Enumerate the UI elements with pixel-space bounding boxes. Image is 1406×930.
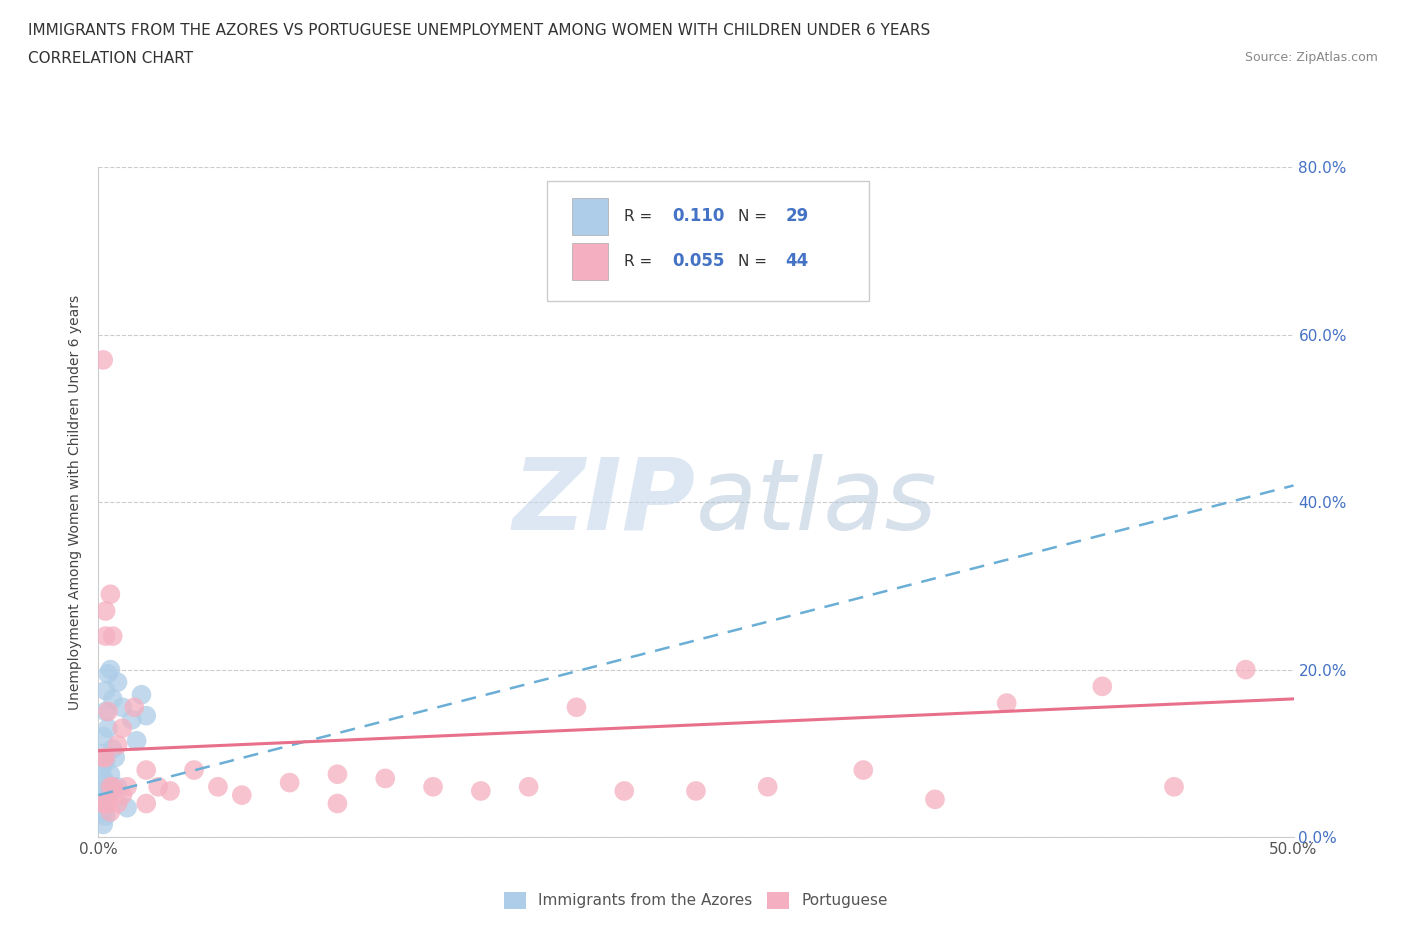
Point [98, 662, 122, 677]
Point [101, 692, 124, 707]
Point [104, 750, 127, 764]
Text: 0.110: 0.110 [672, 207, 724, 225]
Point [422, 779, 444, 794]
Point [94, 704, 117, 719]
Point [111, 700, 134, 715]
Point [135, 709, 157, 724]
Point [98, 766, 122, 781]
FancyBboxPatch shape [572, 243, 607, 280]
Point [613, 783, 636, 798]
Point [101, 629, 124, 644]
Text: Source: ZipAtlas.com: Source: ZipAtlas.com [1244, 51, 1378, 64]
Text: IMMIGRANTS FROM THE AZORES VS PORTUGUESE UNEMPLOYMENT AMONG WOMEN WITH CHILDREN : IMMIGRANTS FROM THE AZORES VS PORTUGUESE… [28, 23, 931, 38]
Point [121, 712, 143, 727]
Y-axis label: Unemployment Among Women with Children Under 6 years: Unemployment Among Women with Children U… [69, 295, 83, 710]
Text: 0.055: 0.055 [672, 252, 724, 270]
Text: CORRELATION CHART: CORRELATION CHART [28, 51, 193, 66]
FancyBboxPatch shape [547, 180, 869, 301]
Point [107, 675, 129, 690]
Point [98, 779, 122, 794]
Point [94, 776, 117, 790]
Point [995, 696, 1018, 711]
Point [91, 804, 114, 819]
Text: 29: 29 [786, 207, 808, 225]
Point [135, 763, 157, 777]
Text: R =: R = [624, 254, 658, 269]
Point [97, 721, 120, 736]
Point [148, 779, 170, 794]
Text: N =: N = [738, 208, 772, 224]
Point [91, 729, 114, 744]
Point [91, 750, 114, 764]
Point [94, 604, 117, 618]
Point [97, 788, 120, 803]
Point [101, 779, 124, 794]
Point [91, 771, 114, 786]
Point [94, 750, 117, 764]
Point [756, 779, 779, 794]
Point [1091, 679, 1114, 694]
Point [326, 796, 349, 811]
Point [685, 783, 707, 798]
Point [565, 700, 588, 715]
Point [326, 766, 349, 781]
Point [91, 759, 114, 774]
Point [91, 746, 114, 761]
Text: R =: R = [624, 208, 658, 224]
Point [231, 788, 253, 803]
Point [517, 779, 540, 794]
Point [131, 687, 153, 702]
Point [852, 763, 875, 777]
Point [98, 804, 122, 819]
Text: N =: N = [738, 254, 772, 269]
Point [107, 737, 129, 752]
Point [94, 629, 117, 644]
Point [94, 754, 117, 769]
Point [111, 788, 134, 803]
Point [97, 667, 120, 682]
FancyBboxPatch shape [572, 198, 607, 234]
Point [94, 796, 117, 811]
Point [124, 700, 146, 715]
Point [98, 587, 122, 602]
Point [1234, 662, 1257, 677]
Point [1163, 779, 1185, 794]
Point [470, 783, 492, 798]
Point [115, 800, 138, 815]
Text: atlas: atlas [696, 454, 938, 551]
Point [91, 783, 114, 798]
Point [183, 763, 205, 777]
Point [115, 779, 138, 794]
Point [111, 721, 134, 736]
Point [91, 796, 114, 811]
Point [207, 779, 229, 794]
Point [91, 817, 114, 832]
Point [135, 796, 157, 811]
Point [91, 352, 114, 367]
Legend: Immigrants from the Azores, Portuguese: Immigrants from the Azores, Portuguese [505, 892, 887, 910]
Point [97, 796, 120, 811]
Point [97, 704, 120, 719]
Point [107, 796, 129, 811]
Point [924, 792, 946, 807]
Point [125, 733, 148, 748]
Point [94, 684, 117, 698]
Point [101, 742, 124, 757]
Point [159, 783, 181, 798]
Point [278, 776, 301, 790]
Point [91, 792, 114, 807]
Point [94, 809, 117, 824]
Point [107, 779, 129, 794]
Text: ZIP: ZIP [513, 454, 696, 551]
Point [374, 771, 396, 786]
Text: 44: 44 [786, 252, 808, 270]
